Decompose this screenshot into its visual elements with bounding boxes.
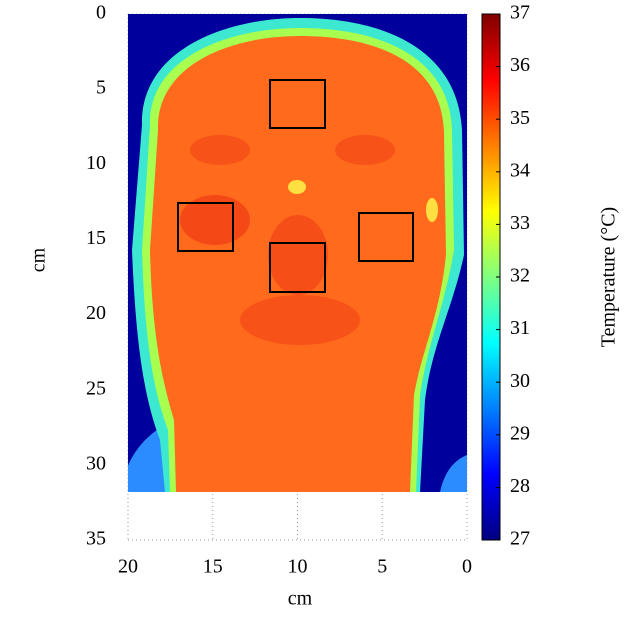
x-tick-label: 5 — [377, 556, 387, 578]
roi-box — [269, 242, 326, 293]
x-tick-label: 15 — [203, 556, 223, 578]
y-tick-label: 5 — [96, 77, 106, 99]
y-tick-label: 0 — [96, 2, 106, 24]
y-tick-label: 35 — [86, 528, 106, 550]
colorbar-tick-label: 33 — [510, 212, 530, 234]
y-tick-label: 15 — [86, 227, 106, 249]
x-tick-label: 10 — [288, 556, 308, 578]
y-tick-label: 25 — [86, 377, 106, 399]
roi-box — [269, 79, 326, 129]
roi-boxes — [177, 79, 414, 293]
thermal-image — [128, 14, 467, 492]
colorbar-tick-label: 27 — [510, 528, 530, 550]
y-tick-label: 20 — [86, 302, 106, 324]
y-tick-label: 10 — [86, 152, 106, 174]
colorbar-tick-label: 30 — [510, 370, 530, 392]
colorbar-tick-label: 37 — [510, 2, 530, 24]
colorbar-tick-label: 31 — [510, 317, 530, 339]
roi-box — [358, 212, 414, 262]
x-tick-label: 20 — [118, 556, 138, 578]
colorbar-tick-label: 32 — [510, 265, 530, 287]
x-tick-label: 0 — [462, 556, 472, 578]
warm-region — [335, 135, 395, 165]
colorbar-tick-label: 34 — [510, 159, 530, 181]
y-axis-label: cm — [28, 247, 50, 272]
colorbar-tick-label: 29 — [510, 422, 530, 444]
x-axis-label: cm — [288, 588, 313, 610]
colorbar-tick-label: 36 — [510, 54, 530, 76]
y-tick-label: 30 — [86, 452, 106, 474]
colorbar-tick-label: 28 — [510, 475, 530, 497]
roi-box — [177, 202, 234, 252]
hot-spot — [288, 180, 306, 194]
hot-spot — [426, 198, 438, 222]
warm-region — [240, 295, 360, 345]
warm-region — [268, 215, 328, 295]
warm-region — [190, 135, 250, 165]
colorbar-tick-label: 35 — [510, 107, 530, 129]
colorbar-label: Temperature (°C) — [598, 207, 620, 347]
